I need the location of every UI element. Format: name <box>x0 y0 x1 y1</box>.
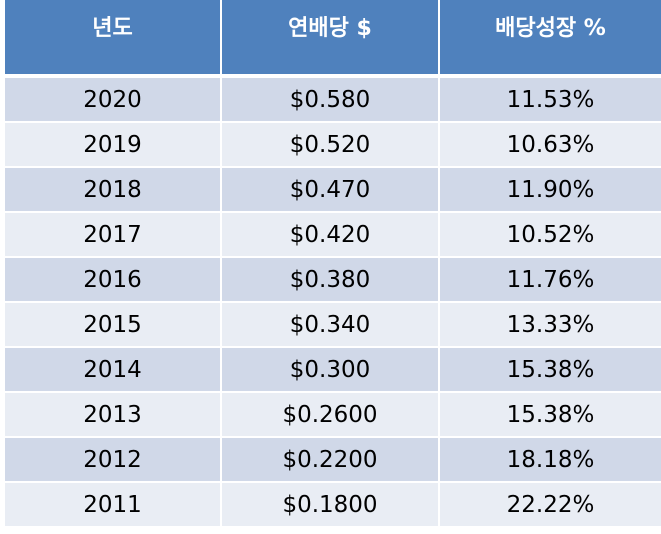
table-row: 2017 $0.420 10.52% <box>5 213 661 258</box>
table-row: 2020 $0.580 11.53% <box>5 78 661 123</box>
growth-cell: 11.90% <box>440 168 661 213</box>
dividend-cell: $0.340 <box>222 303 440 348</box>
header-year: 년도 <box>5 0 222 78</box>
dividend-cell: $0.2600 <box>222 393 440 438</box>
header-annual-dividend: 연배당 $ <box>222 0 440 78</box>
dividend-cell: $0.300 <box>222 348 440 393</box>
year-cell: 2019 <box>5 123 222 168</box>
table-row: 2013 $0.2600 15.38% <box>5 393 661 438</box>
year-cell: 2017 <box>5 213 222 258</box>
year-cell: 2016 <box>5 258 222 303</box>
year-cell: 2011 <box>5 483 222 528</box>
dividend-cell: $0.520 <box>222 123 440 168</box>
header-row: 년도 연배당 $ 배당성장 % <box>5 0 661 78</box>
year-cell: 2014 <box>5 348 222 393</box>
dividend-cell: $0.420 <box>222 213 440 258</box>
dividend-cell: $0.2200 <box>222 438 440 483</box>
dividend-cell: $0.470 <box>222 168 440 213</box>
header-dividend-growth: 배당성장 % <box>440 0 661 78</box>
table-row: 2019 $0.520 10.63% <box>5 123 661 168</box>
growth-cell: 13.33% <box>440 303 661 348</box>
growth-cell: 11.53% <box>440 78 661 123</box>
table-row: 2012 $0.2200 18.18% <box>5 438 661 483</box>
dividend-table: 년도 연배당 $ 배당성장 % 2020 $0.580 11.53% 2019 … <box>5 0 661 528</box>
growth-cell: 11.76% <box>440 258 661 303</box>
dividend-cell: $0.380 <box>222 258 440 303</box>
table-row: 2016 $0.380 11.76% <box>5 258 661 303</box>
dividend-cell: $0.580 <box>222 78 440 123</box>
growth-cell: 15.38% <box>440 348 661 393</box>
table-row: 2014 $0.300 15.38% <box>5 348 661 393</box>
growth-cell: 10.52% <box>440 213 661 258</box>
year-cell: 2020 <box>5 78 222 123</box>
year-cell: 2012 <box>5 438 222 483</box>
year-cell: 2018 <box>5 168 222 213</box>
growth-cell: 10.63% <box>440 123 661 168</box>
dividend-cell: $0.1800 <box>222 483 440 528</box>
growth-cell: 15.38% <box>440 393 661 438</box>
table-row: 2018 $0.470 11.90% <box>5 168 661 213</box>
growth-cell: 22.22% <box>440 483 661 528</box>
table-row: 2015 $0.340 13.33% <box>5 303 661 348</box>
growth-cell: 18.18% <box>440 438 661 483</box>
table-row: 2011 $0.1800 22.22% <box>5 483 661 528</box>
year-cell: 2013 <box>5 393 222 438</box>
year-cell: 2015 <box>5 303 222 348</box>
